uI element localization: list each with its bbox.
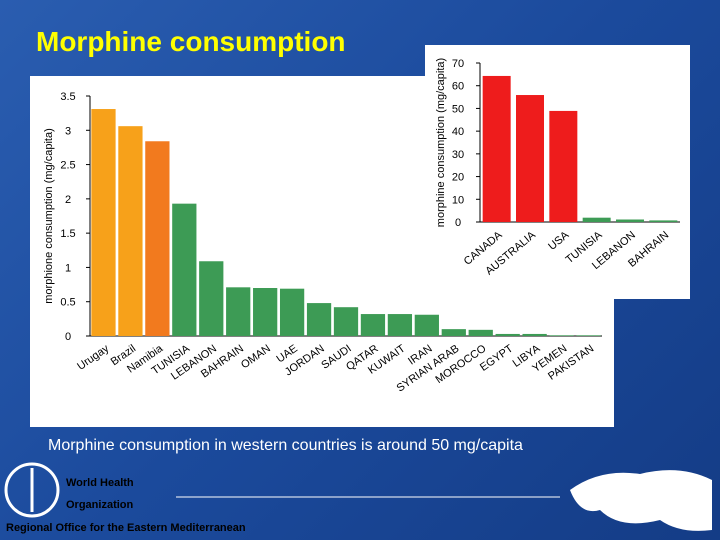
y-tick-label: 20: [452, 172, 464, 184]
y-tick-label: 60: [452, 81, 464, 93]
bar: [495, 333, 520, 336]
y-tick-label: 2.5: [60, 160, 75, 172]
region-map: [570, 470, 712, 531]
y-tick-label: 2: [65, 194, 71, 206]
y-tick-label: 0: [65, 331, 71, 343]
caption: Morphine consumption in western countrie…: [48, 437, 523, 454]
y-tick-label: 10: [452, 194, 464, 206]
bar: [414, 314, 439, 336]
bar: [441, 329, 466, 336]
bar: [522, 333, 547, 336]
bar: [360, 314, 386, 336]
bar: [279, 288, 305, 336]
y-axis-label: morphione consumption (mg/capita): [43, 128, 55, 303]
who-logo: [4, 462, 60, 518]
bar: [172, 203, 197, 336]
logo-subtitle: Regional Office for the Eastern Mediterr…: [6, 522, 246, 534]
bar: [145, 141, 170, 336]
bar: [582, 217, 611, 222]
y-tick-label: 1.5: [60, 228, 75, 240]
charts: 0 0.5 1 1.5 2 2.5 3 3.5 morphione consumption (m…: [43, 57, 680, 395]
y-tick-label: 3: [65, 125, 71, 137]
bar: [649, 220, 678, 222]
y-axis-label: morphine consumption (mg/capita): [435, 58, 447, 227]
bar: [516, 95, 544, 222]
bar: [226, 287, 251, 336]
bar: [306, 303, 332, 336]
bar: [576, 335, 601, 336]
bar: [253, 288, 278, 336]
y-tick-label: 3.5: [60, 91, 75, 103]
y-tick-label: 0.5: [60, 297, 75, 309]
bar: [482, 75, 511, 222]
y-tick-label: 50: [452, 103, 464, 115]
y-tick-label: 40: [452, 126, 464, 138]
bar: [91, 109, 116, 337]
footer: World Health Organization Regional Offic…: [4, 462, 712, 534]
bar: [387, 314, 413, 336]
y-tick-label: 30: [452, 149, 464, 161]
bar: [468, 329, 493, 336]
bar: [118, 126, 143, 337]
bar: [199, 261, 224, 336]
bar: [549, 335, 574, 336]
y-tick-label: 1: [65, 262, 71, 274]
logo-text: Organization: [66, 499, 134, 511]
bar: [616, 219, 644, 222]
logo-text: World Health: [66, 477, 134, 489]
y-tick-label: 70: [452, 58, 464, 70]
y-tick-label: 0: [455, 217, 461, 229]
bar: [549, 110, 578, 222]
slide-title: Morphine consumption: [36, 26, 346, 57]
bar: [333, 307, 359, 336]
